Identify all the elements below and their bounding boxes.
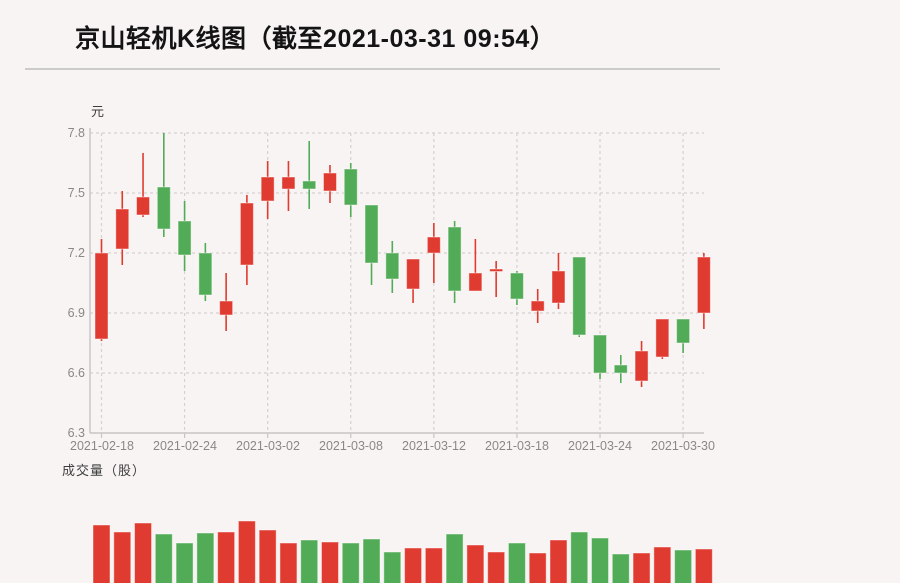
candle-body: [156, 186, 171, 230]
candle-body: [239, 202, 254, 266]
candle-body: [509, 272, 524, 300]
volume-bar: [632, 552, 651, 583]
volume-bar: [507, 542, 526, 583]
candle-body: [406, 258, 421, 290]
volume-bar: [528, 552, 547, 583]
volume-bar: [300, 539, 319, 583]
x-axis-tick-label: 2021-03-18: [485, 439, 549, 453]
candle-body: [302, 180, 317, 190]
y-axis-tick-label: 7.5: [67, 186, 85, 200]
volume-bar: [466, 544, 485, 583]
x-axis-tick-label: 2021-02-18: [70, 439, 134, 453]
volume-bar: [445, 533, 464, 583]
candle-body: [385, 252, 400, 280]
y-axis-tick-label: 6.3: [67, 426, 85, 440]
candle-body: [260, 176, 275, 202]
volume-bar: [175, 542, 194, 583]
volume-bar: [570, 531, 589, 583]
candle-body: [115, 208, 130, 250]
volume-section-label: 成交量（股）: [62, 463, 147, 478]
candle-body: [343, 168, 358, 206]
candle-body: [613, 364, 628, 374]
candle-body: [593, 334, 608, 374]
candle-body: [468, 272, 483, 292]
candle-body: [364, 204, 379, 264]
candle-wick: [474, 239, 477, 291]
candle-body: [655, 318, 670, 358]
candle-body: [551, 270, 566, 304]
candle-body: [489, 268, 504, 272]
volume-bar: [674, 549, 693, 583]
candle-body: [696, 256, 711, 314]
candle-body: [447, 226, 462, 292]
candle-body: [219, 300, 234, 316]
volume-bar: [258, 529, 277, 583]
candle-body: [530, 300, 545, 312]
x-axis-tick-label: 2021-03-02: [236, 439, 300, 453]
candle-body: [572, 256, 587, 336]
candle-wick: [163, 133, 165, 237]
candle-body: [676, 318, 691, 344]
volume-bar: [487, 551, 506, 583]
volume-bar: [383, 551, 402, 583]
x-axis-tick-label: 2021-02-24: [153, 439, 217, 453]
volume-bar: [196, 532, 215, 583]
volume-bar: [279, 542, 298, 583]
candle-body: [281, 176, 296, 190]
volume-bar: [113, 531, 132, 583]
candle-body: [634, 350, 649, 382]
volume-bar: [341, 542, 360, 583]
candle-body: [136, 196, 151, 216]
volume-bar: [320, 541, 339, 583]
y-axis-tick-label: 6.6: [67, 366, 85, 380]
volume-bar: [154, 533, 173, 583]
volume-bar: [404, 547, 423, 583]
volume-bar: [217, 531, 236, 583]
volume-bar: [237, 520, 256, 583]
x-axis-tick-label: 2021-03-12: [402, 439, 466, 453]
volume-bar: [549, 539, 568, 583]
x-axis-tick-label: 2021-03-30: [651, 439, 715, 453]
y-axis-tick-label: 7.2: [67, 246, 85, 260]
volume-bar: [134, 522, 153, 583]
candle-body: [177, 220, 192, 256]
candle-wick: [142, 153, 144, 217]
y-axis-tick-label: 6.9: [67, 306, 85, 320]
volume-bar: [611, 553, 630, 583]
candle-body: [322, 172, 337, 192]
candle-body: [198, 252, 213, 296]
y-axis-tick-label: 7.8: [67, 126, 85, 140]
x-axis-tick-label: 2021-03-08: [319, 439, 383, 453]
volume-bar: [92, 524, 111, 583]
volume-bar: [694, 548, 713, 583]
candle-wick: [308, 141, 311, 209]
volume-bar: [591, 537, 610, 583]
candle-wick: [495, 261, 497, 297]
volume-bar: [362, 538, 381, 583]
title-divider: [25, 68, 720, 70]
volume-bar: [653, 546, 672, 583]
y-axis-unit-label: 元: [91, 104, 105, 119]
page-title: 京山轻机K线图（截至2021-03-31 09:54）: [75, 25, 556, 53]
x-axis-tick-label: 2021-03-24: [568, 439, 632, 453]
candle-body: [426, 236, 441, 254]
volume-bar: [424, 547, 443, 583]
candle-body: [94, 252, 109, 340]
